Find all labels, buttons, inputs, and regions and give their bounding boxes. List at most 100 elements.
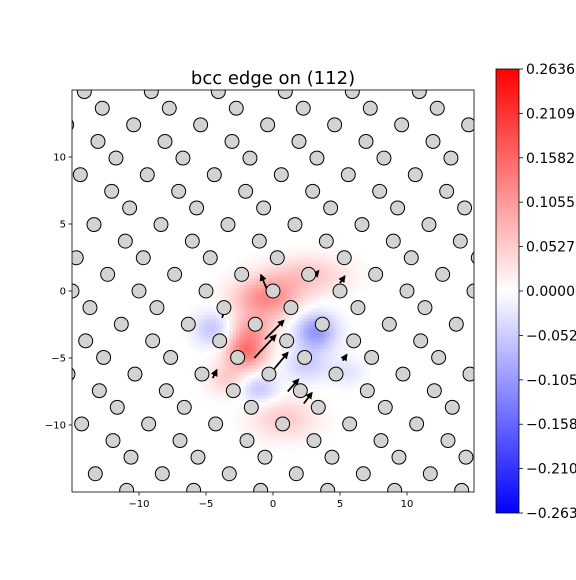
field-cell (323, 284, 328, 289)
field-cell (262, 431, 267, 436)
field-cell (319, 314, 324, 319)
field-cell (219, 270, 224, 275)
field-cell (350, 267, 354, 272)
field-cell (309, 411, 314, 416)
field-cell (259, 287, 264, 292)
field-cell (259, 297, 264, 302)
field-cell (323, 267, 328, 272)
field-cell (256, 354, 261, 359)
field-cell (323, 334, 328, 339)
field-cell (283, 361, 287, 366)
field-cell (333, 270, 338, 275)
field-cell (319, 297, 324, 302)
field-cell (316, 414, 321, 419)
field-cell (346, 284, 351, 289)
field-cell (232, 267, 237, 272)
field-cell (319, 260, 324, 265)
field-cell (222, 398, 227, 403)
field-cell (199, 321, 204, 326)
field-cell (323, 347, 328, 352)
field-cell (226, 354, 231, 359)
field-cell (353, 267, 358, 272)
atom (157, 133, 173, 149)
field-cell (195, 314, 200, 319)
field-cell (206, 337, 210, 342)
field-cell (353, 257, 358, 262)
field-cell (246, 378, 251, 383)
atom (421, 217, 437, 233)
field-cell (239, 347, 244, 352)
field-cell (262, 337, 267, 342)
field-cell (252, 337, 257, 342)
field-cell (333, 267, 338, 272)
field-cell (259, 438, 264, 443)
field-cell (262, 324, 267, 329)
field-cell (192, 344, 197, 349)
field-cell (286, 247, 291, 252)
field-cell (232, 378, 237, 383)
field-cell (299, 264, 304, 269)
field-cell (350, 388, 354, 393)
field-cell (222, 364, 227, 369)
field-cell (229, 297, 234, 302)
field-cell (266, 441, 271, 446)
field-cell (279, 311, 284, 316)
field-cell (252, 341, 257, 346)
field-cell (329, 381, 334, 386)
field-cell (343, 351, 348, 356)
field-cell (336, 314, 341, 319)
field-cell (303, 404, 308, 409)
field-cell (306, 364, 311, 369)
atom (372, 183, 388, 199)
field-cell (242, 391, 247, 396)
field-cell (273, 301, 277, 305)
field-cell (259, 394, 264, 399)
field-cell (319, 274, 324, 279)
field-cell (346, 368, 351, 372)
field-cell (252, 358, 257, 362)
field-cell (266, 391, 271, 396)
field-cell (289, 291, 294, 295)
field-cell (313, 364, 318, 369)
field-cell (343, 294, 348, 299)
field-cell (299, 428, 304, 433)
field-cell (276, 428, 281, 433)
field-cell (206, 381, 210, 386)
field-cell (299, 277, 304, 282)
field-cell (219, 391, 224, 396)
field-cell (249, 337, 254, 342)
field-cell (343, 327, 348, 332)
field-cell (350, 264, 354, 269)
field-cell (212, 291, 217, 295)
field-cell (306, 381, 311, 386)
field-cell (266, 435, 271, 439)
field-cell (360, 381, 365, 386)
colorbar-tick-label: −0.1055 (526, 373, 576, 389)
field-cell (283, 445, 287, 450)
atom (109, 399, 125, 415)
field-cell (326, 294, 331, 299)
atom (193, 117, 209, 133)
field-cell (216, 384, 220, 389)
field-cell (259, 317, 264, 322)
field-cell (185, 334, 190, 339)
field-cell (286, 361, 291, 366)
field-cell (286, 374, 291, 379)
field-cell (299, 441, 304, 446)
field-cell (242, 257, 247, 262)
field-cell (246, 354, 251, 359)
field-cell (229, 311, 234, 316)
field-cell (323, 411, 328, 416)
field-cell (309, 351, 314, 356)
field-cell (323, 270, 328, 275)
field-cell (336, 381, 341, 386)
field-cell (279, 441, 284, 446)
field-cell (303, 254, 308, 259)
field-cell (293, 371, 298, 376)
field-cell (219, 361, 224, 366)
field-cell (293, 445, 298, 450)
field-cell (329, 254, 334, 259)
field-cell (313, 311, 318, 316)
field-cell (262, 260, 267, 265)
field-cell (346, 270, 351, 275)
